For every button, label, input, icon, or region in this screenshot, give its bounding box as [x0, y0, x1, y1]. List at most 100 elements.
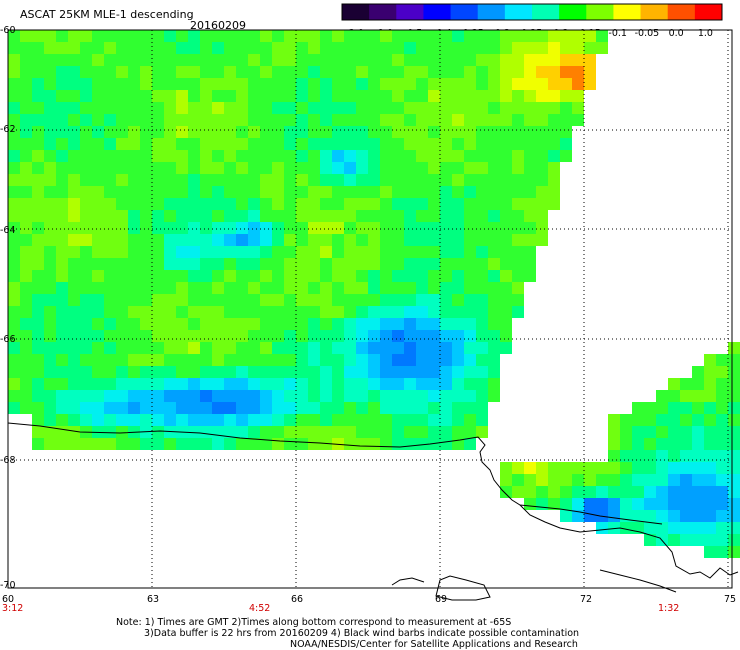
data-cell [320, 426, 332, 438]
data-cell [728, 462, 740, 474]
data-cell [128, 114, 140, 126]
data-cell [272, 114, 284, 126]
data-cell [176, 174, 188, 186]
data-cell [704, 438, 716, 450]
data-cell [8, 90, 20, 102]
data-cell [68, 162, 80, 174]
data-cell [704, 474, 716, 486]
data-cell [572, 486, 584, 498]
coastline-east [519, 504, 739, 579]
data-cell [380, 342, 392, 354]
data-cell [44, 78, 56, 90]
data-cell [92, 378, 104, 390]
data-cell [368, 30, 380, 42]
data-cell [656, 462, 668, 474]
data-cell [572, 462, 584, 474]
data-cell [164, 378, 176, 390]
data-cell [32, 198, 44, 210]
data-cell [632, 498, 644, 510]
data-cell [404, 354, 416, 366]
data-cell [476, 66, 488, 78]
data-cell [188, 186, 200, 198]
data-cell [332, 234, 344, 246]
data-cell [272, 306, 284, 318]
data-cell [356, 378, 368, 390]
data-cell [32, 222, 44, 234]
data-cell [164, 366, 176, 378]
data-cell [308, 354, 320, 366]
data-cell [260, 330, 272, 342]
data-cell [488, 186, 500, 198]
data-cell [560, 510, 572, 522]
data-cell [296, 126, 308, 138]
data-cell [464, 378, 476, 390]
data-cell [56, 66, 68, 78]
data-cell [344, 102, 356, 114]
data-cell [44, 402, 56, 414]
data-cell [212, 78, 224, 90]
data-cell [368, 294, 380, 306]
data-cell [308, 30, 320, 42]
data-cell [44, 186, 56, 198]
data-cell [320, 222, 332, 234]
data-cell [488, 270, 500, 282]
data-cell [656, 402, 668, 414]
data-cell [452, 402, 464, 414]
data-cell [80, 222, 92, 234]
data-cell [176, 438, 188, 450]
data-cell [104, 126, 116, 138]
data-cell [128, 162, 140, 174]
data-cell [404, 438, 416, 450]
data-cell [152, 246, 164, 258]
data-cell [344, 258, 356, 270]
data-cell [320, 90, 332, 102]
data-cell [428, 198, 440, 210]
data-cell [368, 114, 380, 126]
data-cell [236, 162, 248, 174]
data-cell [8, 402, 20, 414]
data-cell [200, 306, 212, 318]
data-cell [644, 426, 656, 438]
colorbar-swatch [667, 4, 696, 20]
data-cell [8, 294, 20, 306]
data-cell [248, 162, 260, 174]
data-cell [224, 66, 236, 78]
data-cell [188, 438, 200, 450]
data-cell [284, 414, 296, 426]
data-cell [596, 486, 608, 498]
map-title: ASCAT 25KM MLE-1 descending [20, 8, 194, 21]
data-cell [20, 138, 32, 150]
data-cell [308, 162, 320, 174]
data-cell [56, 174, 68, 186]
data-cell [188, 246, 200, 258]
data-cell [68, 42, 80, 54]
data-cell [716, 462, 728, 474]
data-cell [524, 198, 536, 210]
data-cell [32, 30, 44, 42]
data-cell [20, 306, 32, 318]
data-cell [140, 42, 152, 54]
data-cell [68, 270, 80, 282]
data-cell [536, 474, 548, 486]
data-cell [260, 306, 272, 318]
data-cell [296, 222, 308, 234]
data-cell [92, 90, 104, 102]
data-cell [284, 318, 296, 330]
data-cell [476, 402, 488, 414]
data-cell [188, 270, 200, 282]
data-cell [260, 30, 272, 42]
data-cell [80, 282, 92, 294]
data-cell [104, 162, 116, 174]
data-cell [212, 270, 224, 282]
data-cell [452, 90, 464, 102]
data-cell [212, 198, 224, 210]
data-cell [20, 78, 32, 90]
data-cell [140, 258, 152, 270]
data-cell [320, 366, 332, 378]
data-cell [116, 78, 128, 90]
data-cell [260, 366, 272, 378]
data-cell [368, 402, 380, 414]
data-cell [392, 318, 404, 330]
data-cell [464, 126, 476, 138]
data-cell [176, 186, 188, 198]
